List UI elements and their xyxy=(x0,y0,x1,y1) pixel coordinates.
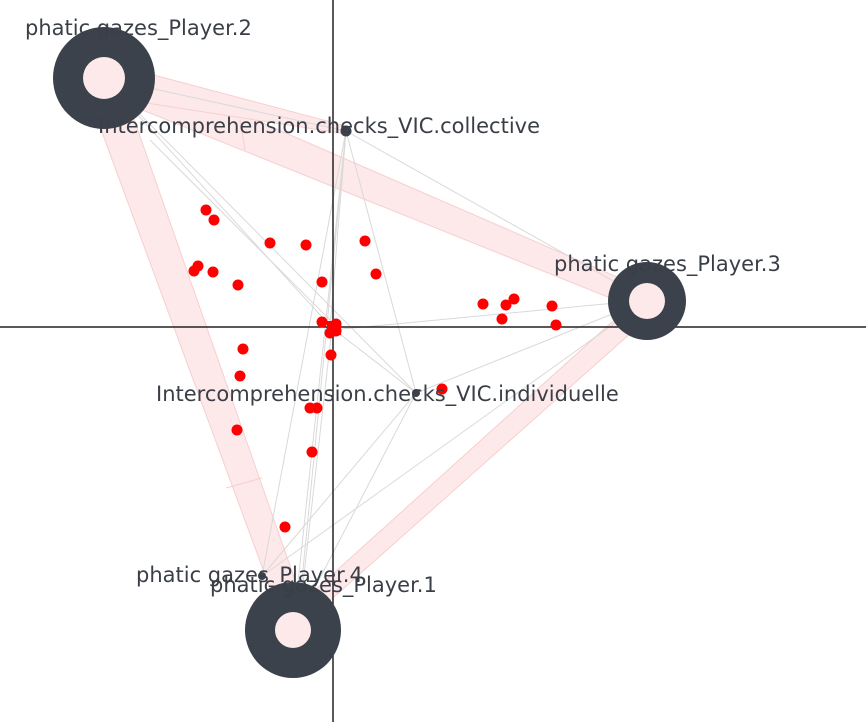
edge-player3-player1 xyxy=(302,315,652,606)
label-player4: phatic gazes_Player.4 xyxy=(136,563,363,588)
observation-point xyxy=(546,300,558,312)
observation-points xyxy=(188,204,562,533)
label-player2: phatic gazes_Player.2 xyxy=(25,16,252,41)
node-player2 xyxy=(53,27,155,129)
node-player3 xyxy=(608,262,686,340)
observation-point xyxy=(232,279,244,291)
observation-point xyxy=(496,313,508,325)
edge-collective-player1 xyxy=(292,130,347,631)
observation-point xyxy=(264,237,276,249)
node-labels: phatic gazes_Player.2 Intercomprehension… xyxy=(25,16,781,598)
observation-point xyxy=(370,268,382,280)
node-player4 xyxy=(258,572,266,580)
observation-point xyxy=(306,446,318,458)
node-player2-core xyxy=(83,57,125,99)
edge-collective-individuelle xyxy=(345,130,417,394)
edge-individuelle-player4 xyxy=(261,392,417,577)
observation-point xyxy=(234,370,246,382)
observation-point xyxy=(279,521,291,533)
centroid-marker xyxy=(327,321,341,335)
observation-point xyxy=(311,402,323,414)
observation-point xyxy=(436,383,448,395)
edge-collective-player3 xyxy=(345,130,648,301)
weighted-edges xyxy=(91,73,652,611)
edge-center-player1 xyxy=(299,327,333,611)
edge-player2-individuelle xyxy=(103,77,417,394)
label-individuelle: Intercomprehension.checks_VIC.individuel… xyxy=(156,382,619,407)
observation-point xyxy=(208,214,220,226)
node-collective xyxy=(340,125,352,137)
observation-point xyxy=(231,424,243,436)
observation-point xyxy=(237,343,249,355)
observation-point xyxy=(477,298,489,310)
observation-point xyxy=(500,299,512,311)
observation-point xyxy=(316,316,328,328)
observation-point xyxy=(188,265,200,277)
edge-player3-center xyxy=(331,299,648,331)
edge-player3-player4 xyxy=(261,299,648,577)
observation-point xyxy=(550,319,562,331)
observation-point xyxy=(300,239,312,251)
edge-player2-player3-tick xyxy=(239,119,246,151)
edge-collective-player4 xyxy=(261,130,347,577)
node-player1 xyxy=(245,582,341,678)
edge-collective-player1-b xyxy=(299,130,347,601)
label-player3: phatic gazes_Player.3 xyxy=(554,252,781,277)
node-player3-core xyxy=(629,283,665,319)
observation-point xyxy=(316,276,328,288)
node-individuelle xyxy=(412,389,420,397)
observation-point xyxy=(359,235,371,247)
edge-player2-individuelle-b xyxy=(149,139,341,331)
edge-center-individuelle xyxy=(331,327,417,394)
observation-point xyxy=(207,266,219,278)
label-collective: Intercomprehension.checks_VIC.collective xyxy=(98,114,540,139)
label-player1: phatic gazes_Player.1 xyxy=(210,573,437,598)
observation-point xyxy=(508,293,520,305)
edge-player3-individuelle xyxy=(415,299,648,394)
observation-point xyxy=(325,349,337,361)
node-player1-core xyxy=(275,612,311,648)
edge-player2-player1 xyxy=(91,101,303,611)
edge-player2-player1-tick xyxy=(225,477,263,489)
edge-center-player2 xyxy=(103,77,333,329)
observation-point xyxy=(200,204,212,216)
